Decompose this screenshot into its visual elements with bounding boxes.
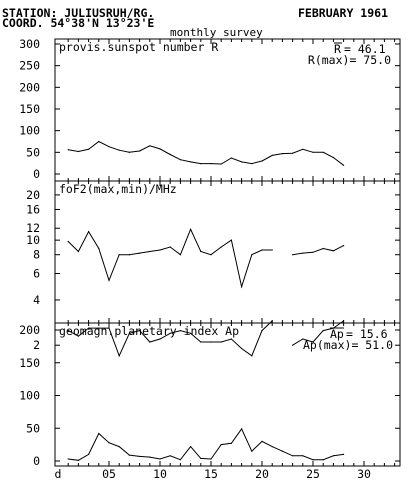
y-tick-label: 10 <box>26 233 40 247</box>
y-tick-label: 2 <box>33 338 40 352</box>
fof2-min-line <box>292 320 344 346</box>
y-tick-label: 150 <box>19 102 40 116</box>
y-tick-label: 50 <box>26 145 40 159</box>
ap-index-line <box>68 427 344 461</box>
fof2-max-line <box>292 245 344 256</box>
y-tick-label: 100 <box>19 389 40 403</box>
x-tick-label: d <box>55 467 62 480</box>
month-label: FEBRUARY 1961 <box>298 6 389 20</box>
y-tick-label: 250 <box>19 59 40 73</box>
y-tick-label: 300 <box>19 37 40 51</box>
coordinates-label: COORD. 54°38'N 13°23'E <box>2 16 155 30</box>
x-tick-label: 15 <box>204 467 218 480</box>
mean-label: Ap <box>330 327 344 341</box>
fof2-min-line <box>67 320 273 358</box>
sunspot-line <box>68 140 344 166</box>
x-tick-label: 30 <box>357 467 371 480</box>
y-tick-label: 12 <box>26 221 40 235</box>
panel-title: geomagn.planetary index Ap <box>59 324 239 338</box>
y-tick-label: 50 <box>26 421 40 435</box>
y-tick-label: 100 <box>19 124 40 138</box>
station-label: STATION: JULIUSRUH/RG. <box>2 6 155 20</box>
panel-title: foF2(max,min)/MHz <box>59 182 177 196</box>
mean-value: = 46.1 <box>344 42 386 56</box>
chart-frame <box>54 38 401 467</box>
y-tick-label: 8 <box>33 248 40 262</box>
subtitle-label: monthly survey <box>170 26 263 39</box>
x-tick-label: 05 <box>102 467 116 480</box>
panel-title: provis.sunspot number R <box>59 40 218 54</box>
y-tick-label: 200 <box>19 80 40 94</box>
mean-label: R <box>334 42 341 56</box>
mean-value: = 15.6 <box>346 327 388 341</box>
y-tick-label: 6 <box>33 266 40 280</box>
x-tick-label: 25 <box>306 467 320 480</box>
max-label: R(max)= 75.0 <box>308 53 391 67</box>
max-label: Ap(max)= 51.0 <box>303 338 393 352</box>
y-tick-label: 4 <box>33 293 40 307</box>
y-tick-label: 16 <box>26 202 40 216</box>
y-tick-label: 20 <box>26 188 40 202</box>
y-tick-label: 150 <box>19 356 40 370</box>
x-tick-label: 10 <box>153 467 167 480</box>
y-tick-label: 0 <box>33 454 40 468</box>
x-tick-label: 20 <box>255 467 269 480</box>
fof2-max-line <box>67 228 273 289</box>
y-tick-label: 200 <box>19 323 40 337</box>
y-tick-label: 0 <box>33 167 40 181</box>
